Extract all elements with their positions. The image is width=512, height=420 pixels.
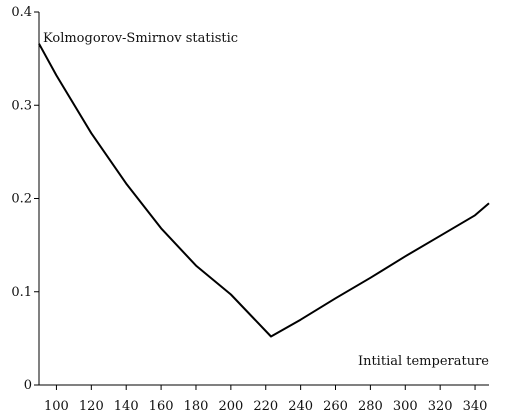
x-tick-label: 220 — [253, 399, 278, 414]
x-tick-label: 300 — [393, 399, 418, 414]
x-axis-annotation: Intitial temperature — [358, 354, 489, 369]
y-axis-annotation: Kolmogorov-Smirnov statistic — [43, 31, 238, 46]
y-tick-label: 0.4 — [11, 5, 32, 20]
y-tick-label: 0.3 — [11, 98, 32, 113]
x-tick-label: 120 — [79, 399, 104, 414]
x-tick-label: 140 — [114, 399, 139, 414]
x-tick-label: 200 — [218, 399, 243, 414]
x-tick-label: 240 — [288, 399, 313, 414]
x-tick-label: 180 — [184, 399, 209, 414]
x-tick-label: 260 — [323, 399, 348, 414]
y-tick-label: 0.2 — [11, 192, 32, 207]
y-tick-label: 0.1 — [11, 285, 32, 300]
x-tick-label: 160 — [149, 399, 174, 414]
y-tick-label: 0 — [24, 378, 32, 393]
series-line — [38, 43, 490, 338]
x-tick-label: 340 — [463, 399, 488, 414]
axes: 0 0.1 0.2 0.3 0.4 100 120 140 160 180 200 220 240 260… — [11, 5, 489, 414]
x-tick-label: 320 — [428, 399, 453, 414]
x-tick-label: 280 — [358, 399, 383, 414]
x-tick-label: 100 — [44, 399, 69, 414]
series-layer — [38, 43, 490, 338]
